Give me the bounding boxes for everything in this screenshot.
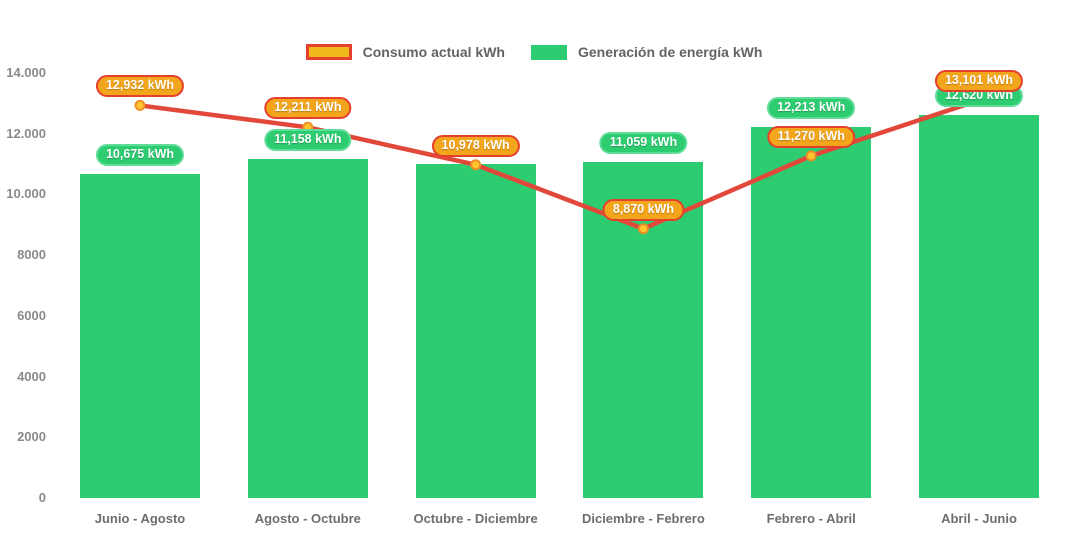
x-axis-category-label: Febrero - Abril bbox=[766, 511, 856, 526]
x-axis-category-label: Octubre - Diciembre bbox=[413, 511, 538, 526]
consumption-data-point[interactable] bbox=[134, 99, 146, 111]
y-axis-tick-label: 0 bbox=[38, 490, 46, 505]
consumption-value-label: 10,978 kWh bbox=[431, 134, 520, 157]
legend-label-consumption: Consumo actual kWh bbox=[362, 44, 505, 60]
consumption-series-swatch-icon bbox=[305, 44, 352, 60]
y-axis-tick-label: 12.000 bbox=[6, 125, 46, 141]
generation-series-swatch-icon bbox=[530, 44, 567, 60]
legend-item-consumption[interactable]: Consumo actual kWh bbox=[305, 44, 505, 60]
generation-value-label: 11,158 kWh bbox=[264, 129, 352, 152]
legend-item-generation[interactable]: Generación de energía kWh bbox=[530, 44, 763, 60]
chart-legend: Consumo actual kWh Generación de energía… bbox=[0, 44, 1068, 60]
generation-bar[interactable] bbox=[919, 114, 1039, 498]
consumption-value-label: 11,270 kWh bbox=[767, 125, 855, 148]
y-axis-tick-label: 14.000 bbox=[6, 65, 46, 80]
x-axis-category-label: Diciembre - Febrero bbox=[581, 511, 705, 526]
y-axis-tick-label: 4000 bbox=[17, 368, 46, 384]
x-axis-category-label: Agosto - Octubre bbox=[254, 511, 361, 526]
consumption-value-label: 13,101 kWh bbox=[934, 70, 1024, 93]
x-axis-category-label: Junio - Agosto bbox=[94, 511, 186, 526]
generation-value-label: 12,213 kWh bbox=[767, 97, 856, 120]
y-axis-tick-label: 6000 bbox=[17, 307, 46, 323]
x-axis-category-label: Abril - Junio bbox=[941, 511, 1017, 526]
generation-bar[interactable] bbox=[415, 164, 536, 498]
consumption-value-label: 12,211 kWh bbox=[264, 97, 352, 120]
legend-label-generation: Generación de energía kWh bbox=[577, 44, 763, 60]
generation-bar[interactable] bbox=[751, 127, 872, 498]
generation-bar[interactable] bbox=[80, 173, 200, 498]
y-axis-tick-label: 8000 bbox=[17, 247, 46, 263]
y-axis-tick-label: 2000 bbox=[17, 429, 46, 445]
generation-value-label: 10,675 kWh bbox=[95, 143, 185, 166]
consumption-value-label: 8,870 kWh bbox=[602, 198, 684, 221]
generation-value-label: 11,059 kWh bbox=[599, 132, 688, 155]
generation-bar[interactable] bbox=[247, 159, 368, 498]
y-axis-tick-label: 10.000 bbox=[6, 186, 46, 202]
consumption-value-label: 12,932 kWh bbox=[95, 75, 185, 98]
